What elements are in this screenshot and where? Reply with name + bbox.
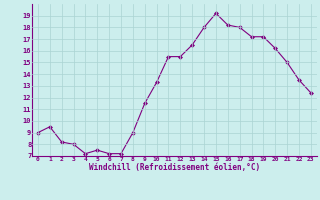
- X-axis label: Windchill (Refroidissement éolien,°C): Windchill (Refroidissement éolien,°C): [89, 163, 260, 172]
